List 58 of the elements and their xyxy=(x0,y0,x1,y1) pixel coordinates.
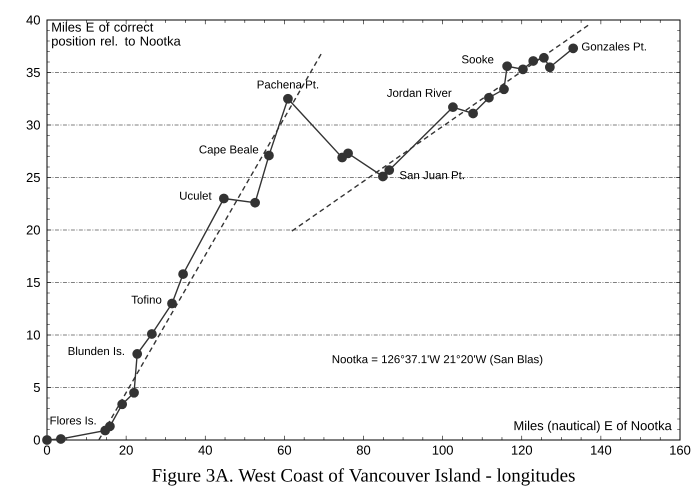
point xyxy=(484,92,494,103)
y-tick-label: 10 xyxy=(27,330,40,340)
point xyxy=(502,61,512,72)
y-axis-title: Miles E of correct position rel. to Nootka xyxy=(52,22,181,48)
point xyxy=(384,165,394,176)
x-tick-label: 60 xyxy=(278,446,292,455)
annotation: Sooke xyxy=(462,55,494,64)
x-tick-label: 80 xyxy=(356,446,370,455)
point xyxy=(42,435,52,445)
y-tick-label: 40 xyxy=(26,15,40,25)
x-tick-label: 100 xyxy=(432,446,453,455)
annotation: San Juan Pt. xyxy=(400,171,464,180)
point xyxy=(343,148,353,158)
point xyxy=(468,108,478,118)
annotation: Tofino xyxy=(132,295,162,304)
annotation: Gonzales Pt. xyxy=(582,42,646,51)
annotation: Jordan River xyxy=(386,88,452,97)
y-tick-label: 15 xyxy=(27,278,40,288)
point xyxy=(539,52,549,63)
x-tick-label: 40 xyxy=(198,446,212,455)
point xyxy=(132,349,142,359)
annotation: Flores Is. xyxy=(50,416,96,425)
x-tick-label: 20 xyxy=(120,446,133,455)
point xyxy=(250,198,260,208)
point xyxy=(105,421,115,432)
point xyxy=(528,56,538,66)
y-tick-label: 0 xyxy=(34,435,40,445)
annotation: Pachena Pt. xyxy=(258,80,318,89)
point xyxy=(448,102,458,112)
point xyxy=(146,329,157,339)
x-tick-label: 160 xyxy=(670,446,690,455)
point xyxy=(518,64,528,74)
point xyxy=(568,43,578,54)
point xyxy=(218,194,229,204)
annotation: Uculet xyxy=(180,191,212,200)
point xyxy=(283,94,293,104)
point xyxy=(378,172,388,182)
x-tick-label: 140 xyxy=(591,446,612,455)
point xyxy=(178,269,188,279)
x-tick-label: 120 xyxy=(512,446,532,455)
y-tick-label: 5 xyxy=(34,382,40,392)
x-tick-label: 0 xyxy=(44,446,50,455)
point xyxy=(499,84,509,94)
x-axis-title: Miles (nautical) E of Nootka xyxy=(514,420,672,433)
annotation: Blunden Is. xyxy=(68,346,124,356)
text: Figure 3A. West Coast of Vancouver Island - longitudes xyxy=(152,468,575,486)
point xyxy=(117,399,128,410)
point xyxy=(264,150,274,160)
y-tick-label: 20 xyxy=(26,225,40,235)
annotation: Nootka = 126°37.1'W 21°20'W (San Blas) xyxy=(332,354,542,366)
point xyxy=(129,388,139,398)
y-tick-label: 35 xyxy=(26,68,40,78)
y-tick-label: 30 xyxy=(26,120,40,130)
point xyxy=(167,298,177,308)
y-tick-label: 25 xyxy=(26,172,40,182)
annotation: Cape Beale xyxy=(199,145,258,156)
point xyxy=(544,62,555,72)
point xyxy=(56,434,66,444)
